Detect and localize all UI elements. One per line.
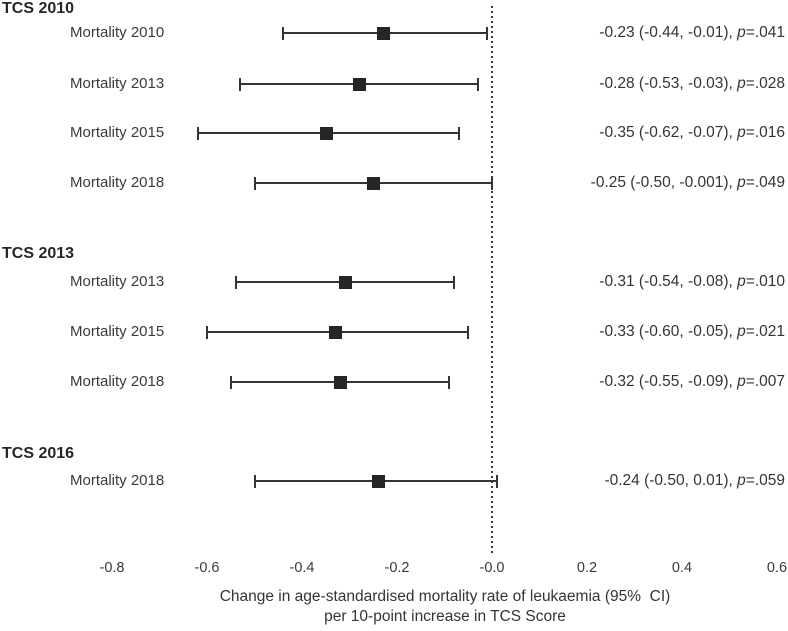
ci-cap-low [196,127,199,140]
annotation-p-symbol: p [737,373,746,390]
estimate-marker [372,475,385,488]
annotation-p-symbol: p [737,75,746,92]
row-label: Mortality 2010 [70,24,165,41]
annotation-ci-text: -0.32 (-0.55, -0.09), [599,373,738,390]
ci-cap-low [253,475,256,488]
annotation-ci-text: -0.24 (-0.50, 0.01), [604,472,738,489]
estimate-annotation: -0.35 (-0.62, -0.07), p=.016 [599,123,785,143]
estimate-marker [334,376,347,389]
estimate-marker [329,326,343,339]
x-tick-label: 0.6 [766,560,788,576]
annotation-p-symbol: p [737,323,746,340]
x-tick-label: 0.2 [576,560,598,576]
row-label: Mortality 2018 [70,373,165,390]
estimate-annotation: -0.23 (-0.44, -0.01), p=.041 [599,23,785,43]
ci-cap-high [495,475,498,488]
row-label: Mortality 2013 [70,75,165,92]
ci-cap-high [453,276,455,289]
estimate-marker [376,27,390,40]
x-tick-label: -0.6 [194,560,220,576]
annotation-p-value: =.028 [745,75,785,92]
annotation-p-value: =.059 [745,472,785,489]
x-tick-label: 0.4 [671,560,693,576]
zero-reference-line [491,6,493,553]
row-label: Mortality 2018 [70,174,165,191]
ci-cap-high [467,326,470,339]
ci-cap-low [253,177,256,190]
x-tick-label: -0.2 [384,560,410,576]
estimate-annotation: -0.32 (-0.55, -0.09), p=.007 [599,372,785,392]
ci-cap-high [490,177,493,190]
annotation-p-value: =.007 [745,373,785,390]
annotation-ci-text: -0.33 (-0.60, -0.05), [599,323,738,340]
group-header: TCS 2013 [2,245,75,262]
annotation-ci-text: -0.28 (-0.53, -0.03), [599,75,738,92]
ci-cap-high [448,376,451,389]
annotation-p-symbol: p [737,124,746,141]
annotation-p-symbol: p [737,273,746,290]
estimate-annotation: -0.28 (-0.53, -0.03), p=.028 [599,74,785,94]
ci-cap-low [206,326,208,339]
annotation-ci-text: -0.25 (-0.50, -0.001), [590,174,738,191]
estimate-marker [367,177,381,190]
annotation-ci-text: -0.35 (-0.62, -0.07), [599,124,738,141]
estimate-marker [353,78,366,91]
x-axis-label-line2: per 10-point increase in TCS Score [324,608,566,625]
annotation-p-symbol: p [737,174,746,191]
estimate-annotation: -0.25 (-0.50, -0.001), p=.049 [591,173,785,193]
estimate-annotation: -0.24 (-0.50, 0.01), p=.059 [604,471,785,491]
row-label: Mortality 2015 [70,323,165,340]
x-axis-label-line1: Change in age-standardised mortality rat… [219,588,671,605]
x-tick-label: -0.4 [289,560,315,576]
ci-cap-low [234,276,237,289]
estimate-marker [338,276,352,289]
row-label: Mortality 2018 [70,472,165,489]
annotation-p-value: =.010 [745,273,785,290]
annotation-p-value: =.049 [745,174,785,191]
annotation-p-symbol: p [737,24,746,41]
estimate-annotation: -0.33 (-0.60, -0.05), p=.021 [599,322,785,342]
ci-cap-low [239,78,242,91]
annotation-ci-text: -0.23 (-0.44, -0.01), [599,24,738,41]
ci-cap-high [486,27,489,40]
row-label: Mortality 2015 [70,124,165,141]
group-header: TCS 2016 [2,445,75,462]
x-tick-label: -0.8 [99,560,125,576]
row-label: Mortality 2013 [70,273,165,290]
annotation-p-symbol: p [737,472,746,489]
annotation-p-value: =.041 [745,24,785,41]
ci-cap-high [476,78,479,91]
annotation-ci-text: -0.31 (-0.54, -0.08), [599,273,738,290]
x-tick-label: -0.0 [479,560,505,576]
ci-cap-high [457,127,460,140]
annotation-p-value: =.021 [745,323,785,340]
group-header: TCS 2010 [2,0,75,17]
ci-cap-low [229,376,232,389]
ci-cap-low [282,27,284,40]
estimate-marker [319,127,333,140]
annotation-p-value: =.016 [745,124,785,141]
estimate-annotation: -0.31 (-0.54, -0.08), p=.010 [599,272,785,292]
